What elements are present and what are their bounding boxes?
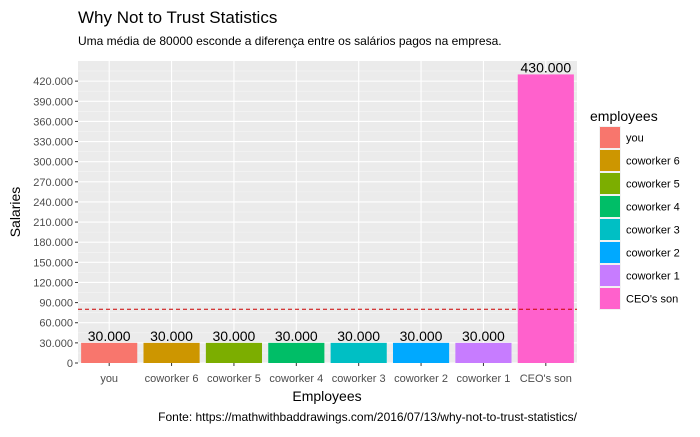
legend-label-4: coworker 3 [626, 225, 680, 237]
data-label-0: 30.000 [88, 328, 131, 344]
chart-subtitle: Uma média de 80000 esconde a diferença e… [78, 34, 502, 48]
legend-label-3: coworker 4 [626, 202, 680, 214]
y-axis: 0 30.000 60.000 90.000 120.000 150.000 180.000… [33, 76, 78, 370]
legend-swatch-0 [600, 127, 620, 148]
y-axis-title: Salaries [7, 187, 23, 238]
legend-title: employees [590, 108, 658, 124]
y-tick-label: 300.000 [33, 157, 73, 169]
data-labels: 30.000 30.000 30.000 30.000 30.000 30.000 30.0… [88, 59, 572, 343]
x-tick-label: CEO's son [520, 373, 572, 385]
legend-swatch-6 [600, 265, 620, 286]
y-tick-label: 30.000 [39, 338, 73, 350]
bar-3 [268, 342, 325, 363]
bars [81, 74, 574, 363]
x-axis-title: Employees [292, 388, 361, 404]
x-tick-label: coworker 2 [394, 373, 448, 385]
chart-caption: Fonte: https://mathwithbaddrawings.com/2… [158, 410, 578, 424]
bar-2 [205, 342, 263, 363]
y-tick-label: 180.000 [33, 237, 73, 249]
legend-swatch-7 [600, 288, 620, 309]
data-label-5: 30.000 [400, 328, 443, 344]
legend-label-6: coworker 1 [626, 271, 680, 283]
y-tick-label: 60.000 [39, 318, 73, 330]
bar-0 [81, 342, 138, 363]
y-tick-label: 390.000 [33, 96, 73, 108]
legend-label-2: coworker 5 [626, 179, 680, 191]
x-tick-label: you [100, 373, 118, 385]
y-tick-label: 360.000 [33, 116, 73, 128]
bar-1 [143, 342, 200, 363]
legend-label-7: CEO's son [626, 294, 678, 306]
legend-items: you coworker 6 coworker 5 coworker 4 coworke… [599, 126, 680, 310]
major-gridlines [78, 61, 577, 364]
legend-swatch-3 [600, 196, 620, 217]
chart-title: Why Not to Trust Statistics [78, 8, 277, 27]
data-label-7: 430.000 [521, 59, 572, 75]
data-label-3: 30.000 [275, 328, 318, 344]
legend-label-1: coworker 6 [626, 156, 680, 168]
legend-label-5: coworker 2 [626, 248, 680, 260]
x-tick-label: coworker 3 [332, 373, 386, 385]
bar-5 [392, 342, 450, 363]
y-tick-label: 420.000 [33, 76, 73, 88]
bar-4 [330, 342, 387, 363]
y-tick-label: 0 [67, 358, 73, 370]
y-tick-label: 210.000 [33, 217, 73, 229]
legend-swatch-1 [600, 150, 620, 171]
data-label-1: 30.000 [150, 328, 193, 344]
x-tick-label: coworker 5 [207, 373, 261, 385]
x-tick-label: coworker 6 [145, 373, 199, 385]
legend: employees you coworker 6 coworker 5 coworke… [590, 108, 680, 310]
legend-label-0: you [626, 133, 644, 145]
bar-6 [455, 342, 512, 363]
data-label-6: 30.000 [462, 328, 505, 344]
data-label-4: 30.000 [337, 328, 380, 344]
legend-swatch-2 [600, 173, 620, 194]
x-tick-label: coworker 1 [457, 373, 511, 385]
bar-7 [517, 74, 574, 363]
legend-swatch-4 [600, 219, 620, 240]
minor-gridlines [78, 70, 577, 354]
y-tick-label: 90.000 [39, 298, 73, 310]
y-tick-label: 270.000 [33, 177, 73, 189]
y-tick-label: 330.000 [33, 137, 73, 149]
y-tick-label: 240.000 [33, 197, 73, 209]
x-tick-label: coworker 4 [269, 373, 323, 385]
legend-swatch-5 [600, 242, 620, 263]
y-tick-label: 150.000 [33, 257, 73, 269]
x-axis: you coworker 6 coworker 5 coworker 4 coworke… [100, 363, 572, 385]
data-label-2: 30.000 [213, 328, 256, 344]
y-tick-label: 120.000 [33, 277, 73, 289]
